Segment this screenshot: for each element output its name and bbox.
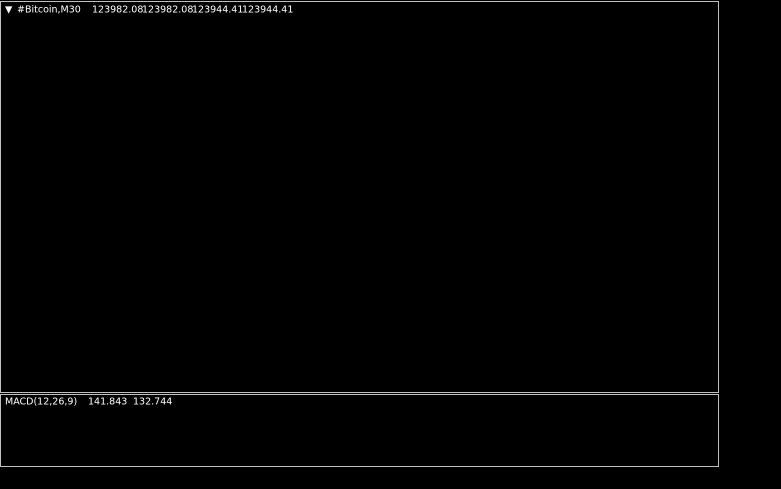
menu-icon[interactable]: ▼ [5, 5, 13, 16]
high-value: 123982.08 [142, 5, 193, 16]
low-value: 123944.41 [192, 5, 243, 16]
chart-title: #Bitcoin,M30 [17, 5, 81, 16]
open-value: 123982.08 [92, 5, 143, 16]
signal-value: 132.744 [133, 397, 172, 408]
labels-layer: ▼ #Bitcoin,M30 123982.08 123982.08 12394… [5, 5, 293, 408]
close-value: 123944.41 [242, 5, 293, 16]
price-panel-frame [0, 1, 719, 393]
macd-title: MACD(12,26,9) [5, 397, 77, 408]
macd-value: 141.843 [88, 397, 127, 408]
macd-panel-frame [0, 394, 719, 467]
